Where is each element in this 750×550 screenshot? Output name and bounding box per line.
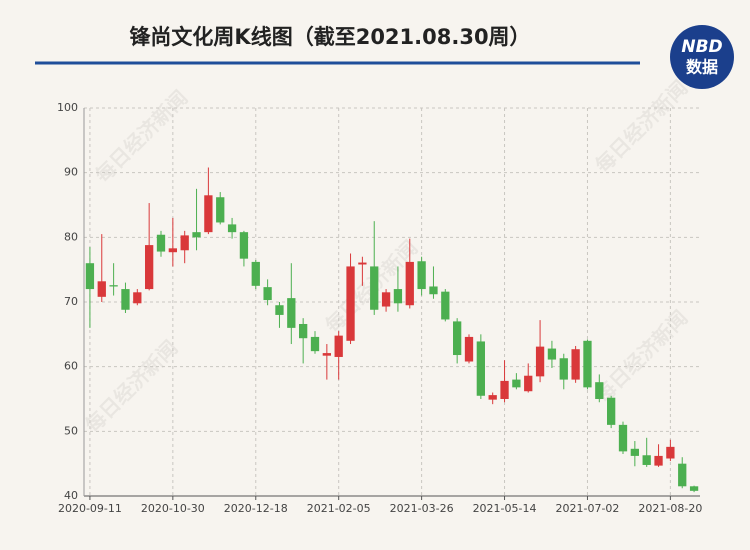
candle-body	[287, 298, 296, 328]
candle-body	[618, 424, 628, 452]
candle-body	[322, 353, 331, 356]
candle-body	[168, 248, 177, 253]
candle-body	[263, 287, 272, 301]
candle-body	[299, 323, 308, 339]
candle-body	[417, 261, 426, 290]
candle-body	[689, 486, 699, 491]
candle-body	[453, 321, 462, 356]
candle-body	[156, 234, 166, 252]
candle-body	[133, 292, 142, 304]
candle-body	[121, 289, 130, 310]
candle-body	[595, 382, 604, 399]
logo-bottom: 数据	[686, 58, 718, 77]
y-tick-label: 60	[64, 360, 78, 373]
candle-body	[310, 336, 320, 352]
candle-body	[630, 448, 639, 456]
x-tick-label: 2020-09-11	[58, 502, 122, 515]
y-tick-label: 90	[64, 166, 78, 179]
candle-body	[405, 261, 414, 306]
candle-body	[109, 285, 118, 287]
candle-body	[524, 375, 533, 392]
candle-body	[429, 286, 438, 295]
candle-body	[642, 455, 651, 465]
x-tick-label: 2021-07-02	[555, 502, 619, 515]
x-tick-label: 2020-10-30	[141, 502, 205, 515]
chart-title: 锋尚文化周K线图（截至2021.08.30周）	[129, 25, 530, 49]
candle-body	[607, 397, 616, 425]
candle-body	[275, 305, 284, 315]
candle-body	[559, 358, 568, 380]
logo	[670, 25, 734, 89]
candle-body	[334, 335, 343, 357]
candle-body	[180, 235, 189, 251]
candle-body	[370, 266, 379, 310]
candle-body	[358, 262, 367, 265]
candle-body	[97, 281, 106, 297]
x-tick-label: 2020-12-18	[224, 502, 288, 515]
x-tick-label: 2021-08-20	[638, 502, 702, 515]
candle-body	[666, 446, 675, 459]
candle-body	[216, 197, 225, 223]
y-tick-label: 70	[64, 295, 78, 308]
logo-top: NBD	[681, 37, 722, 57]
candle-body	[654, 455, 663, 466]
candle-body	[227, 224, 237, 233]
candle-body	[547, 348, 557, 360]
x-tick-label: 2021-03-26	[390, 502, 454, 515]
candle-body	[381, 292, 391, 307]
candle-body	[476, 341, 485, 396]
y-tick-label: 50	[64, 424, 78, 437]
candle-body	[145, 245, 154, 290]
candle-body	[192, 232, 201, 238]
candle-body	[251, 261, 260, 286]
candle-body	[85, 263, 95, 290]
candle-body	[239, 232, 249, 259]
candle-body	[571, 349, 580, 380]
candle-body	[512, 379, 521, 388]
candle-body	[204, 195, 213, 233]
candle-body	[346, 266, 355, 341]
candle-body	[535, 346, 545, 377]
candle-body	[488, 395, 497, 400]
x-tick-label: 2021-02-05	[307, 502, 371, 515]
y-tick-label: 40	[64, 489, 78, 502]
y-tick-label: 100	[57, 101, 78, 114]
y-tick-label: 80	[64, 230, 78, 243]
candle-body	[583, 340, 592, 388]
candle-body	[678, 463, 687, 487]
candle-body	[441, 291, 450, 320]
candle-body	[464, 336, 474, 362]
candle-body	[393, 289, 403, 304]
candle-body	[500, 380, 509, 399]
x-tick-label: 2021-05-14	[473, 502, 537, 515]
